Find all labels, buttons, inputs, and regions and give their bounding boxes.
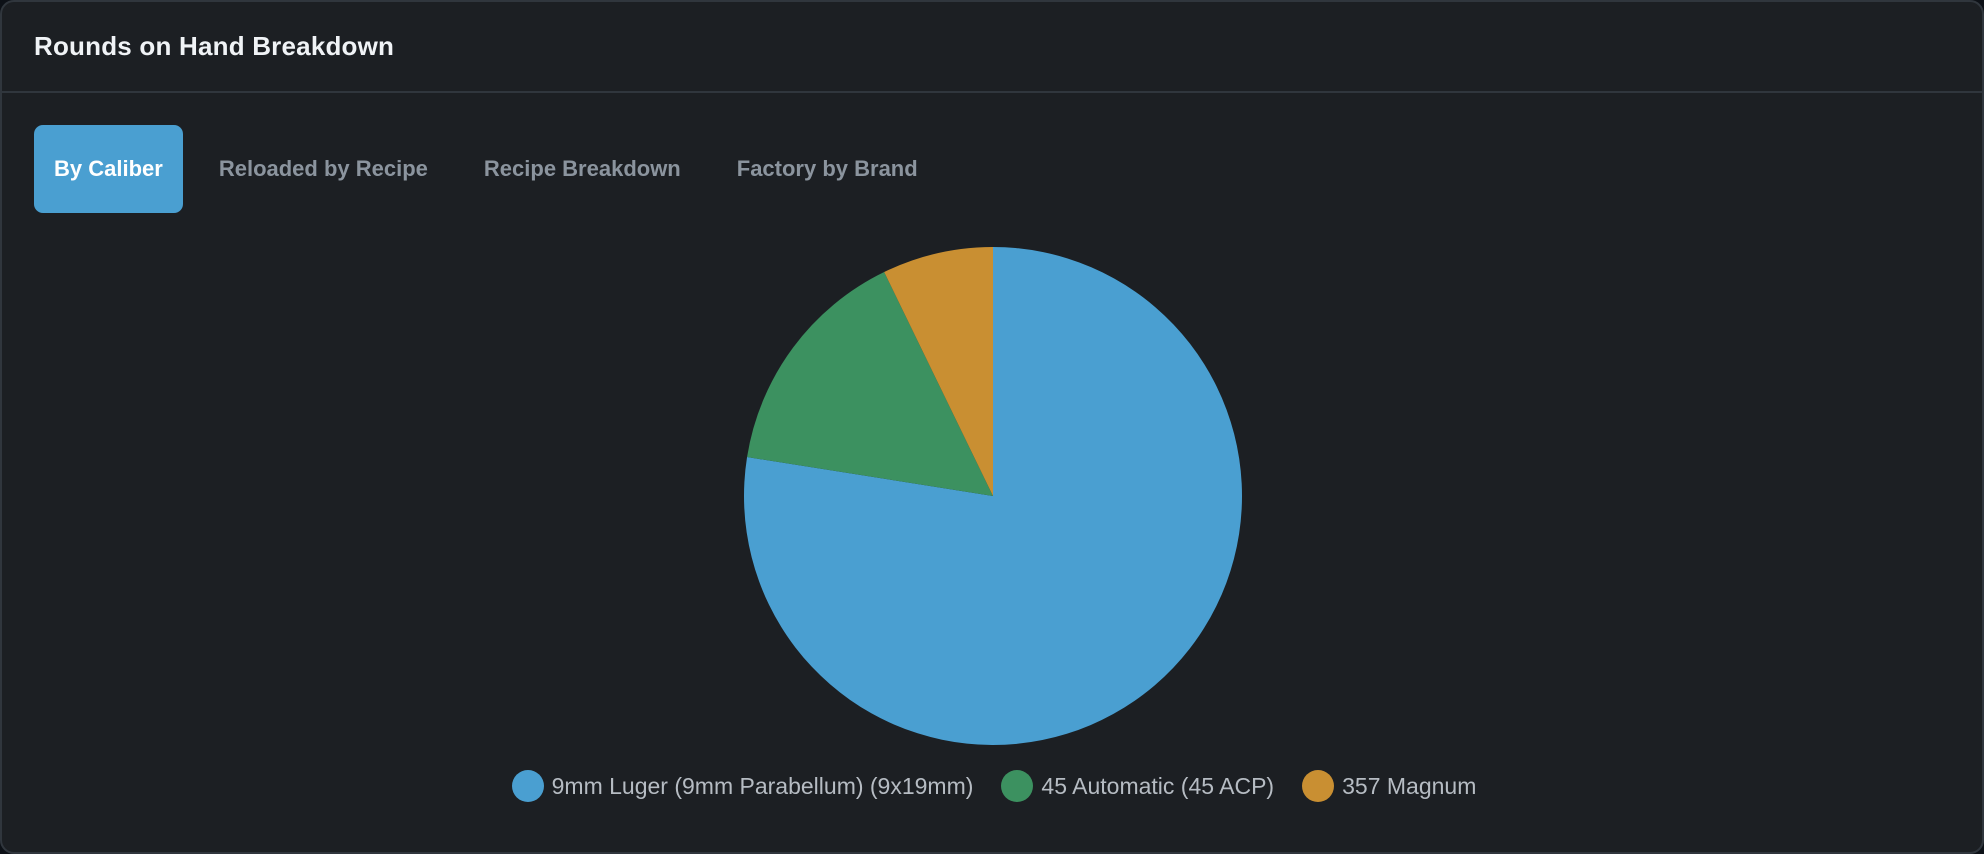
tab-factory-by-brand[interactable]: Factory by Brand	[736, 156, 918, 181]
tab-recipe-breakdown[interactable]: Recipe Breakdown	[483, 156, 681, 181]
legend-label-45acp: 45 Automatic (45 ACP)	[1041, 772, 1275, 799]
legend-item-45acp[interactable]: 45 Automatic (45 ACP)	[1001, 770, 1274, 802]
pie-chart-area	[2, 232, 1982, 752]
pie-slice-357[interactable]	[884, 247, 993, 496]
pie-slice-45acp[interactable]	[747, 272, 993, 496]
legend-swatch-357	[1302, 770, 1335, 802]
legend-swatch-45acp	[1001, 770, 1034, 802]
legend-label-357: 357 Magnum	[1342, 772, 1477, 799]
tab-reloaded-by-recipe[interactable]: Reloaded by Recipe	[218, 156, 428, 181]
card-header: Rounds on Hand Breakdown	[2, 2, 1982, 93]
legend-label-9mm: 9mm Luger (9mm Parabellum) (9x19mm)	[551, 772, 974, 799]
chart-legend: 9mm Luger (9mm Parabellum) (9x19mm) 45 A…	[2, 770, 1982, 802]
legend-swatch-9mm	[511, 770, 544, 802]
card-title: Rounds on Hand Breakdown	[34, 31, 395, 61]
legend-item-9mm[interactable]: 9mm Luger (9mm Parabellum) (9x19mm)	[511, 770, 974, 802]
tab-by-caliber[interactable]: By Caliber	[34, 125, 183, 213]
pie-chart	[744, 247, 1242, 745]
tab-bar: By Caliber Reloaded by Recipe Recipe Bre…	[34, 125, 954, 213]
legend-item-357[interactable]: 357 Magnum	[1302, 770, 1476, 802]
